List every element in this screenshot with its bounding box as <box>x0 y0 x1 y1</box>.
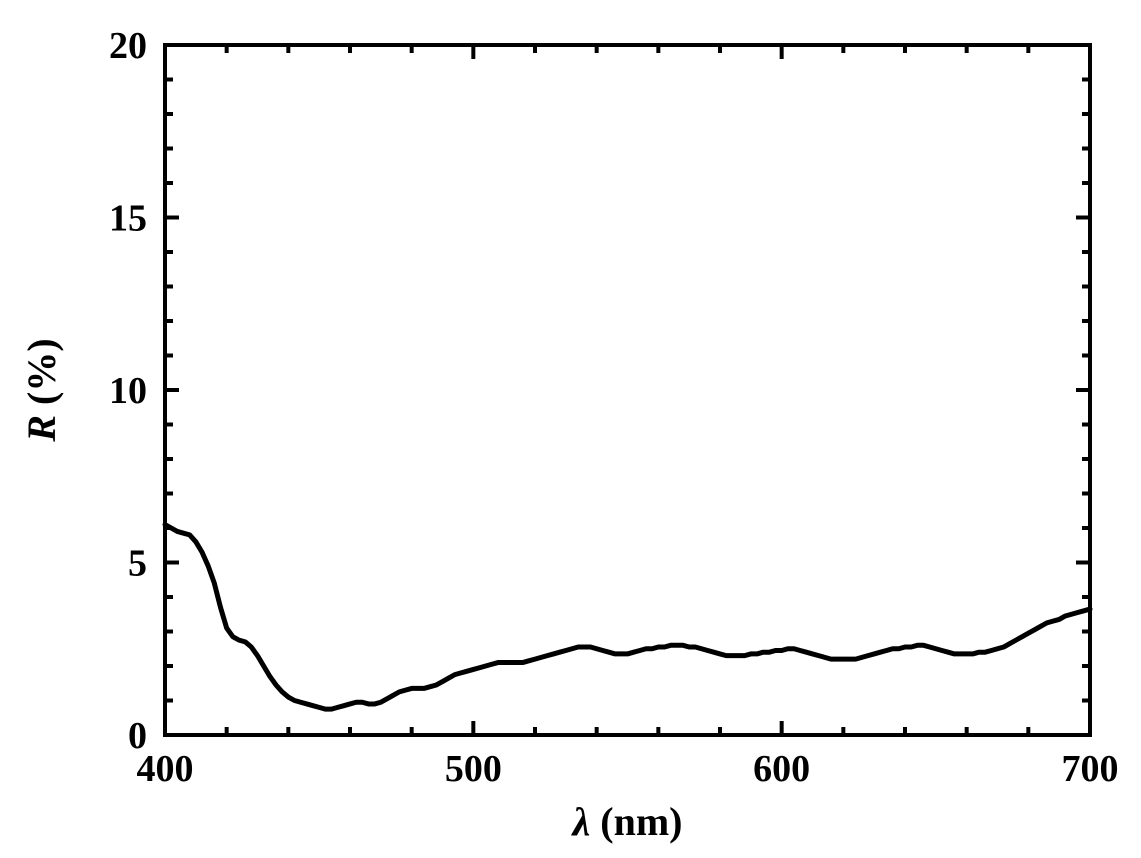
y-tick-label: 20 <box>109 25 147 67</box>
y-tick-label: 5 <box>128 543 147 585</box>
y-tick-label: 10 <box>109 370 147 412</box>
reflectance-chart: 40050060070005101520λ (nm)R (%) <box>0 0 1141 858</box>
y-axis-label: R (%) <box>19 338 64 442</box>
y-tick-label: 15 <box>109 198 147 240</box>
y-tick-label: 0 <box>128 715 147 757</box>
chart-svg: 40050060070005101520λ (nm)R (%) <box>0 0 1141 858</box>
x-tick-label: 700 <box>1062 748 1119 790</box>
x-tick-label: 600 <box>753 748 810 790</box>
x-axis-label: λ (nm) <box>571 799 683 844</box>
x-tick-label: 500 <box>445 748 502 790</box>
